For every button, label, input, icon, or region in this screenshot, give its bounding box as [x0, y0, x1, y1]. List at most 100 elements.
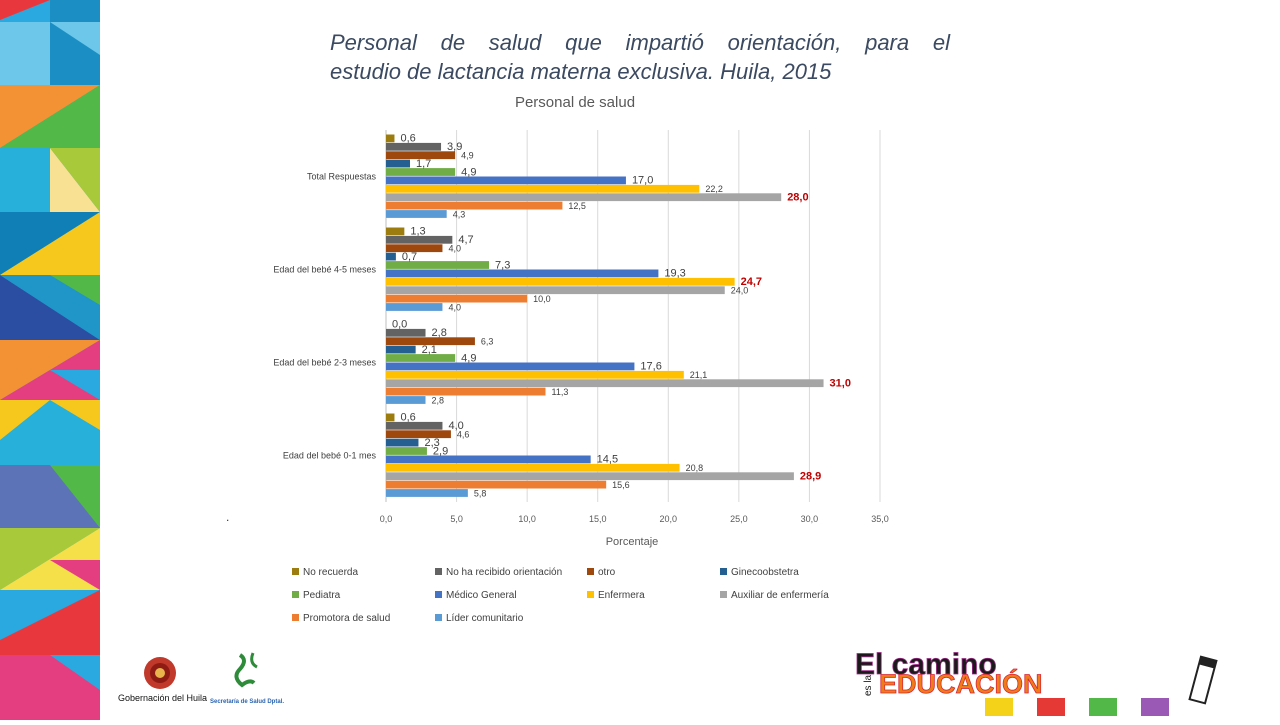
bar: [386, 379, 824, 388]
bar: [386, 176, 626, 185]
edu-logo-top-text: El camino: [855, 648, 997, 681]
data-label: 4,9: [461, 166, 476, 178]
data-label: 19,3: [664, 268, 685, 280]
bar: [386, 151, 456, 160]
category-label: Total Respuestas: [307, 172, 377, 182]
bar: [386, 370, 684, 379]
data-label: 4,6: [457, 430, 470, 440]
data-label: 0,0: [392, 319, 407, 331]
bar: [386, 328, 426, 337]
category-label: Edad del bebé 0-1 mes: [283, 451, 377, 461]
legend-swatch: [720, 568, 727, 575]
bar: [386, 134, 395, 143]
el-camino-es-la-educacion-logo: El camino es la EDUCACIÓN: [845, 640, 1255, 720]
data-label: 3,9: [447, 141, 462, 153]
secretaria-salud-logo: Secretaría de Salud Dptal.: [210, 652, 284, 705]
legend-label: Pediatra: [303, 590, 341, 601]
bar: [386, 184, 700, 193]
data-label: 17,6: [640, 361, 661, 373]
bar: [386, 345, 416, 354]
legend-label: Líder comunitario: [446, 613, 524, 624]
legend-label: No recuerda: [303, 567, 358, 578]
x-tick-label: 0,0: [380, 514, 393, 524]
bar: [386, 455, 591, 464]
edu-logo-main-text: EDUCACIÓN: [879, 668, 1043, 699]
data-label: 21,1: [690, 370, 708, 380]
chart-bars: [386, 134, 824, 497]
bar: [386, 396, 426, 404]
data-label: 0,6: [400, 133, 415, 145]
legend-label: Enfermera: [598, 590, 645, 601]
data-label: 31,0: [830, 378, 851, 390]
data-label: 11,3: [551, 387, 568, 397]
bar: [386, 489, 468, 497]
bar: [386, 303, 443, 311]
data-label: 2,1: [422, 344, 437, 356]
data-label: 4,9: [461, 352, 476, 364]
pencil-icon: [1188, 655, 1218, 705]
footer-logos: Secretaría de Salud Dptal.: [105, 645, 295, 720]
legend-label: Médico General: [446, 590, 517, 601]
x-tick-label: 15,0: [589, 514, 607, 524]
chart-x-tick-labels: 0,0 5,0 10,0 15,0 20,0 25,0 30,0 35,0: [380, 514, 889, 524]
bar: [386, 430, 451, 439]
legend-swatch: [292, 591, 299, 598]
bar: [386, 421, 443, 430]
bar-chart: Personal de salud 0,63,94,91,74,917,022,…: [273, 94, 889, 624]
data-label: 24,7: [741, 276, 762, 288]
x-tick-label: 10,0: [518, 514, 536, 524]
stray-mark: .: [226, 510, 230, 524]
gobernacion-label: Gobernación del Huila: [118, 693, 208, 703]
legend-swatch: [292, 614, 299, 621]
data-label: 4,0: [448, 244, 461, 254]
data-label: 14,5: [597, 454, 618, 466]
slide-title-line2: estudio de lactancia materna exclusiva. …: [330, 59, 832, 84]
data-label: 28,0: [787, 192, 808, 204]
bar: [386, 472, 794, 481]
bar: [386, 244, 443, 253]
bar: [386, 252, 396, 261]
slide-title-line1: Personal de salud que impartió orientaci…: [330, 30, 950, 55]
bar: [386, 354, 456, 362]
data-label: 22,2: [705, 184, 723, 194]
legend-swatch: [587, 568, 594, 575]
data-label: 1,3: [410, 226, 425, 238]
legend-swatch: [435, 591, 442, 598]
legend-label: Auxiliar de enfermería: [731, 590, 829, 601]
x-tick-label: 5,0: [450, 514, 463, 524]
bar: [386, 201, 563, 210]
data-label: 4,0: [448, 420, 463, 432]
data-label: 20,8: [686, 463, 704, 473]
chart-legend: No recuerda No ha recibido orientación otr…: [292, 567, 829, 624]
data-label: 28,9: [800, 471, 821, 483]
chart-data-labels: 0,63,94,91,74,917,022,228,012,54,31,34,7…: [392, 133, 851, 499]
legend-swatch: [435, 568, 442, 575]
data-label: 2,8: [432, 327, 447, 339]
bar: [386, 277, 735, 286]
data-label: 15,6: [612, 480, 630, 490]
legend-label: No ha recibido orientación: [446, 567, 562, 578]
decorative-side-strip: [0, 0, 100, 720]
category-label: Edad del bebé 4-5 meses: [273, 265, 376, 275]
edu-logo-side-text: es la: [863, 674, 874, 696]
data-label: 5,8: [474, 488, 487, 498]
bar: [386, 210, 447, 218]
bar: [386, 480, 607, 489]
legend-label: otro: [598, 567, 616, 578]
bar: [386, 294, 528, 303]
x-tick-label: 25,0: [730, 514, 748, 524]
bar: [386, 142, 442, 151]
category-label: Edad del bebé 2-3 meses: [273, 358, 376, 368]
data-label: 4,0: [448, 302, 461, 312]
x-tick-label: 30,0: [801, 514, 819, 524]
chart-category-labels: Total Respuestas Edad del bebé 4-5 meses E…: [273, 172, 376, 461]
x-tick-label: 35,0: [871, 514, 889, 524]
data-label: 12,5: [568, 201, 586, 211]
data-label: 2,9: [433, 445, 448, 457]
bar: [386, 159, 410, 168]
chart-title: Personal de salud: [515, 94, 635, 111]
bar: [386, 168, 456, 176]
bar: [386, 463, 680, 472]
legend-swatch: [720, 591, 727, 598]
legend-swatch: [587, 591, 594, 598]
